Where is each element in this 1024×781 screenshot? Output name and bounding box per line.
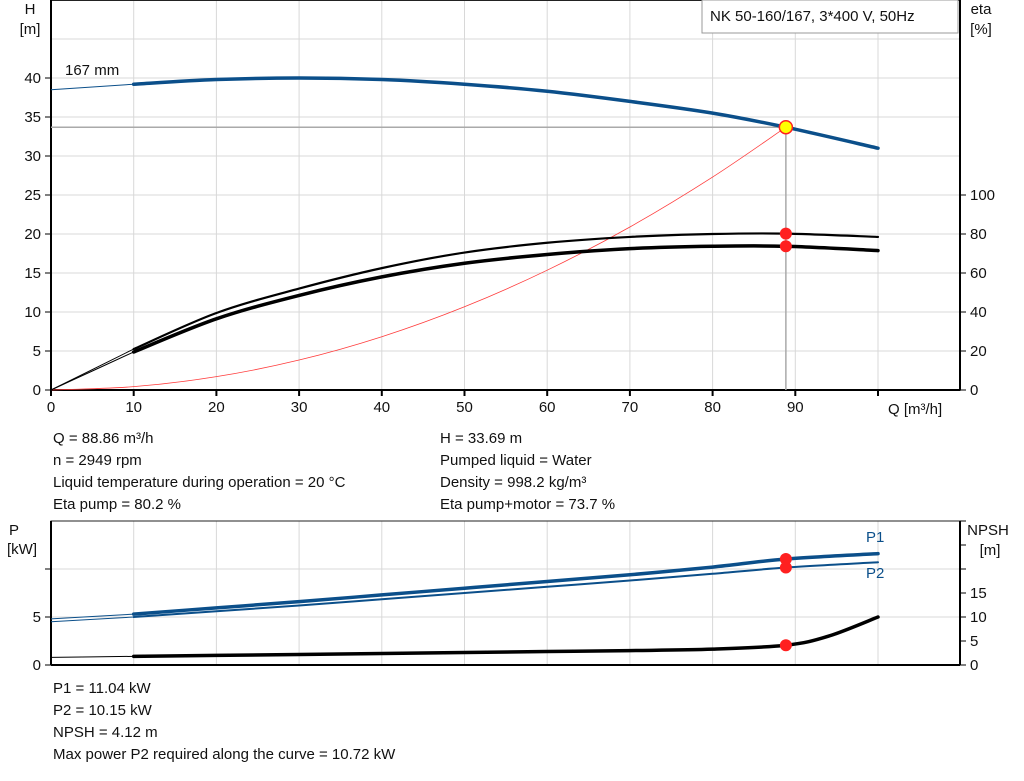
plot-frame bbox=[50, 520, 961, 666]
chart-title: NK 50-160/167, 3*400 V, 50Hz bbox=[710, 8, 915, 25]
y-tick-label: 40 bbox=[24, 70, 41, 87]
npsh-curve-thin bbox=[50, 655, 134, 658]
q-axis-label: Q [m³/h] bbox=[888, 401, 942, 418]
npsh-curve bbox=[131, 615, 880, 659]
info-bottom: P1 = 11.04 kW P2 = 10.15 kW NPSH = 4.12 … bbox=[53, 678, 395, 766]
npsh-axis-label: NPSH bbox=[967, 522, 1009, 539]
y2-tick-label: 15 bbox=[970, 585, 987, 602]
p2-value: P2 = 10.15 kW bbox=[53, 702, 152, 719]
eta-total-curve-thin bbox=[50, 351, 134, 391]
y2-tick-label: 5 bbox=[970, 633, 978, 650]
y-tick-label: 30 bbox=[24, 148, 41, 165]
x-tick-label: 90 bbox=[787, 399, 804, 416]
x-tick-label: 40 bbox=[373, 399, 390, 416]
y2-tick-label: 40 bbox=[970, 304, 987, 321]
eta-pump-point bbox=[779, 227, 792, 240]
max-power-value: Max power P2 required along the curve = … bbox=[53, 746, 396, 763]
eta-total-value: Eta pump+motor = 73.7 % bbox=[440, 496, 616, 513]
eta-total-point bbox=[779, 240, 792, 253]
flow-value: Q = 88.86 m³/h bbox=[53, 430, 154, 447]
y-tick-label: 10 bbox=[24, 304, 41, 321]
p-axis-label: P bbox=[9, 522, 19, 539]
npsh-point bbox=[779, 639, 792, 652]
eta-axis-unit: [%] bbox=[970, 21, 992, 38]
x-tick-label: 80 bbox=[704, 399, 721, 416]
y-tick-label: 5 bbox=[33, 343, 41, 360]
eta-pump-curve bbox=[132, 232, 880, 351]
p2-curve bbox=[132, 561, 879, 618]
y-tick-label: 25 bbox=[24, 187, 41, 204]
head-curve-thin bbox=[50, 83, 134, 91]
y-tick-label: 5 bbox=[33, 609, 41, 626]
y2-tick-label: 100 bbox=[970, 187, 995, 204]
x-tick-label: 60 bbox=[539, 399, 556, 416]
y-tick-label: 20 bbox=[24, 226, 41, 243]
y2-tick-label: 80 bbox=[970, 226, 987, 243]
info-right: H = 33.69 m Pumped liquid = Water Densit… bbox=[440, 428, 615, 516]
eta-axis-label: eta bbox=[971, 1, 993, 18]
head-chart-grid: 0 10 20 30 40 50 60 70 80 90 0 5 10 15 20 25 30 35 40 0 20 40… bbox=[24, 0, 995, 416]
p2-curve-thin bbox=[50, 616, 134, 623]
curves bbox=[50, 76, 880, 659]
p2-label: P2 bbox=[866, 565, 884, 582]
h-axis-label: H bbox=[25, 1, 36, 18]
p1-value: P1 = 11.04 kW bbox=[53, 680, 151, 697]
p2-point bbox=[779, 561, 792, 574]
speed-value: n = 2949 rpm bbox=[53, 452, 142, 469]
x-tick-label: 20 bbox=[208, 399, 225, 416]
power-chart-grid: 0 5 0 5 10 15 bbox=[33, 520, 987, 674]
y-tick-label: 15 bbox=[24, 265, 41, 282]
y2-tick-label: 0 bbox=[970, 382, 978, 399]
info-left: Q = 88.86 m³/h n = 2949 rpm Liquid tempe… bbox=[53, 428, 345, 516]
p1-curve-thin bbox=[50, 613, 134, 620]
y2-tick-label: 20 bbox=[970, 343, 987, 360]
p1-point bbox=[779, 553, 792, 566]
legend-box bbox=[701, 0, 959, 34]
h-axis-unit: [m] bbox=[20, 21, 41, 38]
x-tick-label: 30 bbox=[291, 399, 308, 416]
duty-point bbox=[778, 119, 794, 135]
y-tick-label: 35 bbox=[24, 109, 41, 126]
x-tick-label: 50 bbox=[456, 399, 473, 416]
temperature-value: Liquid temperature during operation = 20… bbox=[53, 474, 346, 491]
eta-total-curve bbox=[131, 244, 880, 354]
npsh-value: NPSH = 4.12 m bbox=[53, 724, 158, 741]
y2-tick-label: 60 bbox=[970, 265, 987, 282]
x-tick-label: 0 bbox=[47, 399, 55, 416]
head-value: H = 33.69 m bbox=[440, 430, 523, 447]
x-tick-label: 70 bbox=[622, 399, 639, 416]
liquid-value: Pumped liquid = Water bbox=[440, 452, 592, 469]
y2-tick-label: 10 bbox=[970, 609, 987, 626]
system-curve bbox=[50, 126, 787, 391]
p-axis-unit: [kW] bbox=[7, 541, 37, 558]
y-tick-label: 0 bbox=[33, 657, 41, 674]
p1-label: P1 bbox=[866, 529, 884, 546]
eta-pump-value: Eta pump = 80.2 % bbox=[53, 496, 181, 513]
y2-tick-label: 0 bbox=[970, 657, 978, 674]
y-tick-label: 0 bbox=[33, 382, 41, 399]
density-value: Density = 998.2 kg/m³ bbox=[440, 474, 587, 491]
p1-curve bbox=[131, 551, 880, 616]
impeller-label: 167 mm bbox=[65, 62, 119, 79]
npsh-axis-unit: [m] bbox=[980, 542, 1001, 559]
x-tick-label: 10 bbox=[125, 399, 142, 416]
head-curve bbox=[131, 76, 880, 150]
